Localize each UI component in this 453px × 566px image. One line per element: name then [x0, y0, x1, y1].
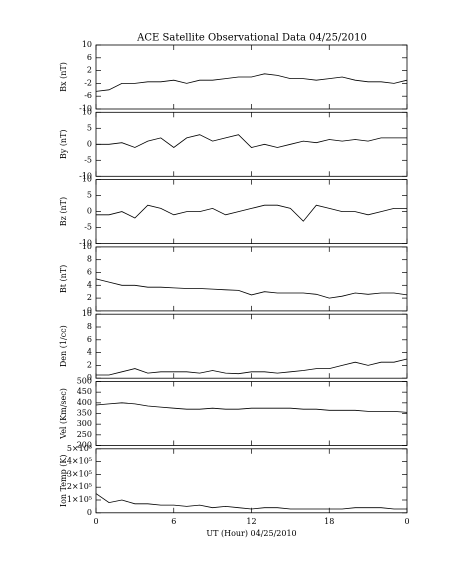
y-axis-label: Ion Temp (K) [59, 455, 68, 508]
data-line [96, 204, 407, 222]
data-line [96, 134, 407, 148]
y-tick-label: 6 [87, 53, 92, 62]
y-tick-label: 350 [77, 409, 92, 418]
y-tick-label: 10 [82, 175, 92, 184]
y-tick-label: 500 [77, 377, 92, 386]
y-axis-label: By (nT) [59, 129, 68, 159]
y-tick-label: 4 [87, 280, 92, 289]
plot-frame [95, 246, 408, 312]
y-tick-label: 10 [82, 309, 92, 318]
y-tick-label: 2 [87, 66, 92, 75]
chart-title: ACE Satellite Observational Data 04/25/2… [136, 33, 367, 44]
y-tick-label: 250 [77, 430, 92, 439]
data-line [95, 73, 408, 92]
data-line [96, 358, 408, 376]
y-axis-label: Bz (nT) [59, 197, 68, 226]
y-axis-label: Bt (nT) [59, 265, 68, 293]
y-tick-label: -10 [79, 104, 92, 113]
y-tick-label: 0 [87, 373, 92, 382]
data-line [95, 278, 408, 299]
y-axis-label: Den (1/cc) [59, 325, 68, 367]
x-axis-label: UT (Hour) 04/25/2010 [206, 529, 296, 538]
y-tick-label: 1×10⁵ [67, 495, 92, 504]
y-tick-label: -10 [79, 171, 92, 180]
y-tick-label: 4×10⁵ [67, 457, 92, 466]
y-tick-label: 300 [77, 419, 92, 428]
plot-frame [95, 313, 408, 379]
plot-frame [95, 179, 408, 245]
y-tick-label: 2 [87, 293, 92, 302]
y-tick-label: -10 [79, 239, 92, 248]
y-tick-label: 4 [87, 348, 92, 357]
x-tick-label: 0 [404, 517, 409, 526]
y-tick-label: 10 [82, 107, 92, 116]
y-tick-label: 6 [87, 335, 92, 344]
y-tick-label: 10 [82, 242, 92, 251]
y-tick-label: 5×10⁵ [67, 444, 92, 453]
y-axis-label: Bx (nT) [59, 62, 68, 92]
y-tick-label: 10 [82, 40, 92, 49]
y-tick-label: 3×10⁵ [67, 469, 92, 478]
y-tick-label: 200 [77, 441, 92, 450]
y-tick-label: 6 [87, 268, 92, 277]
data-line [95, 402, 408, 413]
y-tick-label: 400 [77, 398, 92, 407]
x-tick-label: 12 [246, 517, 256, 526]
plot-frame [95, 448, 408, 514]
y-tick-label: -6 [84, 91, 92, 100]
y-tick-label: 0 [87, 306, 92, 315]
y-tick-label: 2 [87, 360, 92, 369]
y-tick-label: 450 [77, 387, 92, 396]
y-tick-label: 0 [87, 207, 92, 216]
y-tick-label: -5 [84, 223, 92, 232]
y-tick-label: 0 [87, 508, 92, 517]
x-tick-label: 6 [171, 517, 176, 526]
x-tick-label: 18 [324, 517, 334, 526]
y-tick-label: 0 [87, 139, 92, 148]
y-tick-label: -5 [84, 155, 92, 164]
plot-frame [95, 111, 408, 177]
y-tick-label: 8 [87, 322, 92, 331]
y-tick-label: 5 [87, 123, 92, 132]
y-tick-label: -2 [84, 78, 92, 87]
x-tick-label: 0 [93, 517, 98, 526]
y-tick-label: 8 [87, 255, 92, 264]
data-line [95, 493, 407, 510]
plot-frame [95, 381, 408, 446]
y-axis-label: Vel (Km/sec) [59, 388, 68, 440]
y-tick-label: 5 [87, 191, 92, 200]
y-tick-label: 2×10⁵ [67, 482, 92, 491]
